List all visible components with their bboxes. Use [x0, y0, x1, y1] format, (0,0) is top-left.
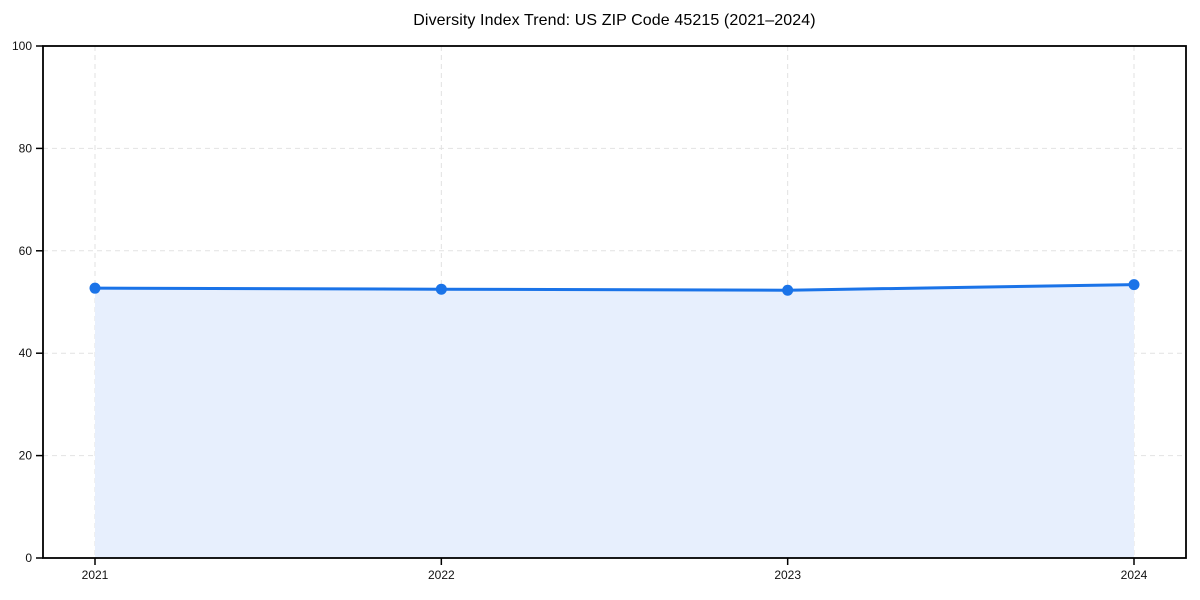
plot-border — [42, 45, 1187, 559]
y-tick-label: 0 — [25, 551, 32, 565]
data-point-2023 — [782, 284, 794, 296]
y-tick-label: 40 — [19, 346, 33, 360]
x-tick-label: 2024 — [1121, 568, 1148, 582]
y-tick-label: 80 — [19, 141, 33, 155]
x-tick-label: 2022 — [428, 568, 455, 582]
x-tick-label: 2023 — [774, 568, 801, 582]
y-tick-label: 100 — [12, 39, 32, 53]
y-tick-label: 20 — [19, 449, 33, 463]
data-point-2021 — [89, 282, 101, 294]
y-tick-label: 60 — [19, 244, 33, 258]
x-tick-label: 2021 — [82, 568, 109, 582]
chart-title: Diversity Index Trend: US ZIP Code 45215… — [413, 12, 816, 29]
data-point-2024 — [1128, 279, 1140, 291]
area-fill — [95, 284, 1134, 558]
data-point-2022 — [435, 283, 447, 295]
trend-line — [93, 283, 1136, 292]
